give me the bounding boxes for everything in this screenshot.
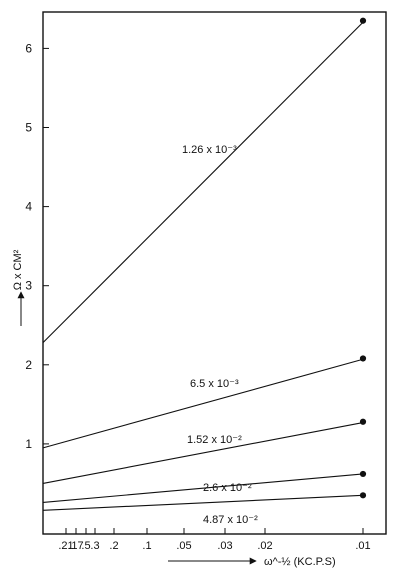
y-axis-label: Ω x CM²	[12, 249, 24, 290]
data-point	[359, 470, 367, 478]
y-tick-label: 5	[25, 121, 32, 135]
series-labels: 1.26 x 10⁻³ 6.5 x 10⁻³ 1.52 x 10⁻² 2.6 x 10…	[182, 144, 258, 526]
series-label-4: 2.6 x 10⁻²	[203, 482, 252, 494]
x-tick-label: .17	[68, 540, 83, 552]
fit-line-2	[42, 358, 364, 449]
x-tick-label: .1	[142, 540, 151, 552]
series-label-1: 1.26 x 10⁻³	[182, 144, 237, 156]
x-tick-label: .5	[81, 540, 90, 552]
y-tick-label: 4	[25, 200, 32, 214]
x-tick-label: .05	[176, 540, 191, 552]
data-points	[359, 17, 367, 499]
y-tick-label: 2	[25, 358, 32, 372]
series-label-3: 1.52 x 10⁻²	[187, 434, 242, 446]
x-tick-label: .2	[109, 540, 118, 552]
series-label-2: 6.5 x 10⁻³	[190, 378, 239, 390]
series-label-5: 4.87 x 10⁻²	[203, 514, 258, 526]
y-tick-label: 6	[25, 41, 32, 55]
fit-line-3	[42, 422, 364, 484]
x-tick-label: .01	[355, 540, 370, 552]
fit-line-1	[42, 21, 364, 344]
x-tick-label: .02	[257, 540, 272, 552]
x-axis-ticks: .21.17.5.3 .2 .1 .05 .03 .02 .01	[58, 528, 371, 552]
fit-lines	[42, 21, 364, 511]
y-tick-label: 1	[25, 437, 32, 451]
x-tick-label: .21	[58, 540, 73, 552]
y-tick-label: 3	[25, 279, 32, 293]
x-tick-label: .3	[90, 540, 99, 552]
data-point	[359, 492, 367, 499]
plot-frame	[42, 11, 387, 535]
data-point	[359, 418, 367, 425]
data-point	[359, 355, 367, 362]
x-axis-label: ω^-½ (KC.P.S)	[264, 556, 336, 568]
fit-line-4	[42, 473, 364, 503]
y-axis-ticks: 1 2 3 4 5 6	[25, 41, 49, 451]
x-tick-label: .03	[217, 540, 232, 552]
data-point	[359, 17, 367, 24]
fit-line-5	[42, 494, 364, 511]
